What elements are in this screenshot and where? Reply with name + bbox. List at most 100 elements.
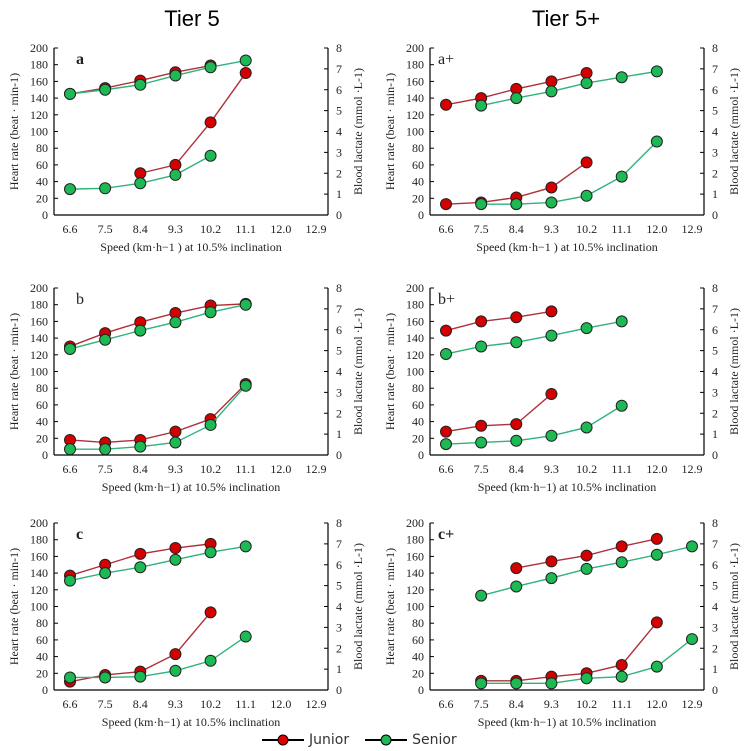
right-tick-label: 6	[336, 323, 342, 337]
junior-heart-rate-point	[440, 98, 452, 111]
senior-lactate-point	[204, 149, 217, 162]
x-tick-label: 8.4	[133, 697, 148, 711]
senior-lactate-point	[615, 170, 628, 183]
senior-lactate-point	[169, 168, 182, 181]
senior-heart-rate-point	[650, 65, 663, 78]
right-tick-label: 2	[336, 641, 342, 655]
senior-lactate-point	[580, 421, 593, 434]
senior-heart-rate-point	[510, 580, 523, 593]
left-tick-label: 180	[30, 298, 48, 312]
panel-label: a+	[438, 51, 454, 68]
junior-heart-rate-point	[580, 549, 593, 562]
left-tick-label: 0	[42, 683, 48, 697]
panel-label: c	[76, 526, 83, 543]
x-tick-label: 12.9	[306, 222, 327, 236]
junior-lactate-point	[615, 658, 628, 671]
x-tick-label: 6.6	[439, 462, 454, 476]
left-tick-label: 160	[406, 314, 424, 328]
x-tick-label: 12.0	[270, 697, 291, 711]
junior-lactate-point	[169, 425, 182, 438]
senior-lactate-point	[134, 177, 147, 190]
left-tick-label: 200	[406, 516, 424, 530]
x-axis-title: Speed (km·h−1 ) at 10.5% inclination	[476, 240, 657, 254]
left-tick-label: 40	[36, 650, 48, 664]
right-tick-label: 0	[712, 448, 718, 462]
junior-heart-rate-point	[475, 315, 488, 328]
senior-heart-rate-point	[475, 589, 488, 602]
right-tick-label: 2	[336, 406, 342, 420]
left-tick-label: 80	[412, 381, 424, 395]
left-tick-label: 140	[406, 91, 424, 105]
right-tick-label: 2	[712, 641, 718, 655]
right-tick-label: 7	[336, 62, 342, 76]
x-tick-label: 12.9	[306, 697, 327, 711]
junior-lactate-point	[510, 418, 523, 431]
right-tick-label: 0	[336, 208, 342, 222]
senior-lactate-point	[580, 672, 593, 685]
senior-heart-rate-point	[580, 322, 593, 335]
left-tick-label: 20	[412, 666, 424, 680]
left-tick-label: 20	[36, 431, 48, 445]
x-tick-label: 11.1	[235, 697, 256, 711]
left-axis-title: Heart rate (beat · min-1)	[383, 313, 397, 430]
x-tick-label: 7.5	[98, 697, 113, 711]
right-tick-label: 6	[336, 83, 342, 97]
left-tick-label: 40	[36, 415, 48, 429]
right-tick-label: 1	[336, 662, 342, 676]
right-axis-title: Blood lactate (mmol ·L-1)	[727, 68, 741, 195]
left-tick-label: 80	[412, 616, 424, 630]
senior-heart-rate-point	[510, 336, 523, 349]
junior-lactate-point	[440, 425, 452, 438]
panel-label: b	[76, 291, 84, 308]
junior-lactate-point	[545, 181, 558, 194]
left-tick-label: 120	[406, 108, 424, 122]
x-tick-label: 7.5	[474, 462, 489, 476]
left-tick-label: 160	[30, 74, 48, 88]
senior-heart-rate-point	[169, 69, 182, 82]
legend-label-junior: Junior	[309, 732, 350, 748]
senior-lactate-point	[510, 677, 523, 690]
senior-lactate-line	[70, 385, 247, 450]
right-tick-label: 8	[712, 41, 718, 55]
senior-heart-rate-point	[239, 54, 252, 67]
senior-lactate-point	[650, 135, 663, 148]
left-tick-label: 200	[406, 41, 424, 55]
right-tick-label: 4	[336, 125, 342, 139]
left-tick-label: 100	[30, 600, 48, 614]
left-tick-label: 60	[412, 398, 424, 412]
left-tick-label: 20	[412, 191, 424, 205]
right-tick-label: 1	[336, 427, 342, 441]
senior-heart-rate-point	[475, 99, 488, 112]
senior-lactate-point	[99, 671, 112, 684]
senior-heart-rate-point	[545, 85, 558, 98]
senior-heart-rate-point	[239, 298, 252, 311]
right-tick-label: 4	[712, 125, 718, 139]
senior-lactate-point	[475, 198, 488, 211]
left-tick-label: 120	[30, 583, 48, 597]
left-tick-label: 60	[36, 633, 48, 647]
left-tick-label: 40	[36, 175, 48, 189]
right-tick-label: 0	[336, 448, 342, 462]
senior-heart-rate-point	[64, 574, 76, 587]
senior-heart-rate-point	[99, 567, 112, 580]
x-tick-label: 12.0	[270, 462, 291, 476]
left-tick-label: 60	[36, 158, 48, 172]
senior-lactate-point	[99, 443, 112, 456]
senior-heart-rate-point	[440, 347, 452, 360]
junior-heart-rate-point	[580, 67, 593, 80]
left-tick-label: 60	[36, 398, 48, 412]
left-tick-label: 20	[36, 666, 48, 680]
x-tick-label: 11.1	[611, 222, 632, 236]
senior-heart-rate-point	[99, 83, 112, 96]
right-tick-label: 1	[712, 427, 718, 441]
left-axis-title: Heart rate (beat · min-1)	[7, 548, 21, 665]
right-tick-label: 5	[712, 104, 718, 118]
senior-lactate-point	[545, 677, 558, 690]
left-tick-label: 0	[418, 683, 424, 697]
left-axis-title: Heart rate (beat · min-1)	[7, 73, 21, 190]
x-axis-title: Speed (km·h−1 ) at 10.5% inclination	[100, 240, 281, 254]
left-tick-label: 20	[412, 431, 424, 445]
chart-panel-a-plus: 0 20 40 60 80 100 120 140 160 180 200 0 1 2 3 4 5 6 7 8 6.6 7…	[383, 41, 741, 254]
x-tick-label: 7.5	[98, 462, 113, 476]
senior-lactate-point	[510, 198, 523, 211]
